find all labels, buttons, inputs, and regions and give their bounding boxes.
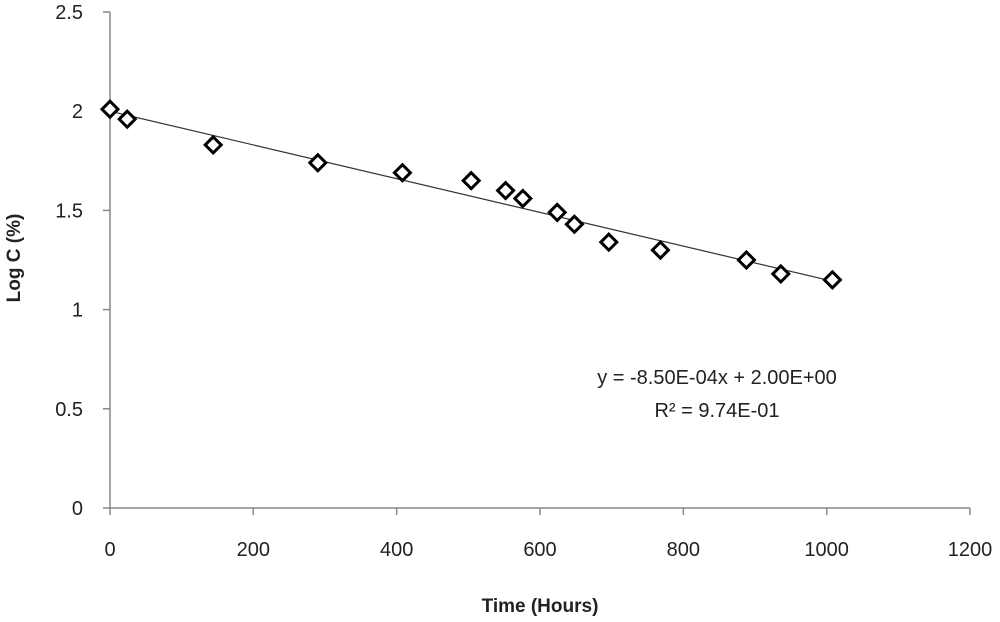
- x-tick-label: 200: [237, 539, 270, 561]
- y-axis-ticks: 0 0.5 1 1.5 2 2.5: [55, 2, 110, 520]
- x-tick-label: 1000: [804, 539, 849, 561]
- trendline-equation: y = -8.50E-04x + 2.00E+00: [597, 367, 837, 389]
- x-axis-title: Time (Hours): [482, 596, 599, 617]
- data-point-marker: [822, 269, 843, 290]
- y-tick-label: 0: [72, 498, 83, 520]
- data-point-marker: [307, 152, 328, 173]
- x-tick-label: 1200: [948, 539, 993, 561]
- data-point-marker: [495, 180, 516, 201]
- data-points: [99, 99, 843, 290]
- x-tick-label: 800: [667, 539, 700, 561]
- data-point-marker: [770, 263, 791, 285]
- y-tick-label: 2.5: [55, 2, 83, 24]
- data-point-marker: [598, 232, 619, 253]
- data-point-marker: [392, 162, 413, 183]
- data-point-marker: [512, 188, 533, 209]
- x-tick-label: 0: [104, 539, 115, 561]
- y-tick-label: 1.5: [55, 200, 83, 222]
- data-point-marker: [117, 109, 138, 130]
- data-point-marker: [203, 134, 224, 156]
- x-tick-label: 600: [523, 539, 556, 561]
- y-tick-label: 1: [72, 300, 83, 322]
- data-point-marker: [461, 170, 482, 191]
- r-squared-label: R² = 9.74E-01: [654, 400, 779, 422]
- y-tick-label: 2: [72, 101, 83, 123]
- data-point-marker: [99, 99, 121, 120]
- data-point-marker: [736, 249, 757, 271]
- y-tick-label: 0.5: [55, 399, 83, 421]
- x-axis-ticks: 0 200 400 600 800 1000 1200: [104, 508, 992, 561]
- x-tick-label: 400: [380, 539, 413, 561]
- data-point-marker: [650, 239, 671, 261]
- data-point-marker: [547, 202, 568, 223]
- y-axis-title: Log C (%): [4, 214, 25, 303]
- data-point-marker: [564, 214, 585, 235]
- trendline: [109, 110, 833, 282]
